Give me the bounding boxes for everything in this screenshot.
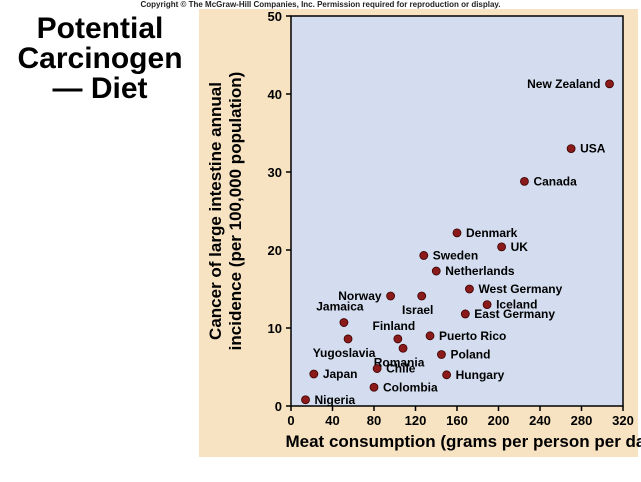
x-tick-label: 0 xyxy=(287,413,294,428)
y-tick-label: 30 xyxy=(268,165,282,180)
data-point-label: Israel xyxy=(402,303,433,317)
x-tick-label: 280 xyxy=(571,413,593,428)
data-point-label: Puerto Rico xyxy=(439,329,506,343)
data-point-label: Iceland xyxy=(496,298,537,312)
data-point-label: Japan xyxy=(323,367,358,381)
data-point xyxy=(460,309,470,319)
data-point xyxy=(372,364,382,373)
data-point xyxy=(482,300,492,310)
data-point-label: Poland xyxy=(450,348,490,362)
data-point xyxy=(343,334,353,344)
y-axis-label-line-2: incidence (per 100,000 population) xyxy=(226,72,245,351)
data-point-label: USA xyxy=(580,142,606,156)
copyright-notice: Copyright © The McGraw-Hill Companies, I… xyxy=(140,0,501,9)
data-point xyxy=(301,395,310,405)
data-point-label: Denmark xyxy=(466,226,518,240)
data-point xyxy=(419,251,429,260)
data-point xyxy=(417,291,427,301)
data-point xyxy=(309,369,319,379)
data-point xyxy=(442,370,452,380)
data-point xyxy=(566,144,576,154)
data-point xyxy=(452,228,462,238)
data-point-label: Jamaica xyxy=(316,300,364,314)
data-point-label: UK xyxy=(511,240,529,254)
data-point-label: Canada xyxy=(533,174,577,188)
x-axis-ticks: 0 40 80 120 160 200 240 280 320 xyxy=(287,406,634,428)
data-point xyxy=(386,291,396,301)
slide-title-line-1: Potential xyxy=(36,12,164,45)
x-tick-label: 320 xyxy=(612,413,634,428)
x-tick-label: 160 xyxy=(446,413,468,428)
data-point xyxy=(339,318,349,327)
data-point xyxy=(369,382,379,392)
data-point-label: Hungary xyxy=(456,368,505,382)
x-tick-label: 80 xyxy=(367,413,381,428)
y-axis-label-line-1: Cancer of large intestine annual xyxy=(206,82,225,340)
y-tick-label: 10 xyxy=(268,321,282,336)
x-tick-label: 120 xyxy=(405,413,427,428)
data-point-label: Norway xyxy=(338,289,382,303)
slide-title: Potential Carcinogen — Diet xyxy=(0,14,200,104)
data-point xyxy=(465,284,474,294)
y-tick-label: 40 xyxy=(268,87,282,102)
data-point xyxy=(497,242,507,252)
data-point xyxy=(520,176,529,186)
x-tick-label: 200 xyxy=(488,413,510,428)
data-point-label: Finland xyxy=(373,319,416,333)
data-point xyxy=(605,79,614,89)
x-tick-label: 40 xyxy=(325,413,339,428)
x-tick-label: 240 xyxy=(529,413,551,428)
data-point-label: Netherlands xyxy=(445,264,515,278)
data-point xyxy=(425,331,435,341)
data-point-label: New Zealand xyxy=(527,77,600,91)
data-point-label: Romania xyxy=(374,355,425,369)
data-point-label: Yugoslavia xyxy=(313,346,376,360)
data-point-label: Chile xyxy=(386,362,416,376)
data-point-label: Nigeria xyxy=(315,393,356,407)
y-tick-label: 20 xyxy=(268,243,282,258)
slide-title-line-2: Carcinogen xyxy=(17,42,183,75)
data-point xyxy=(398,343,408,353)
y-tick-label: 0 xyxy=(275,399,282,414)
data-point xyxy=(437,350,446,359)
data-point-label: East Germany xyxy=(474,307,555,321)
data-point-label: Sweden xyxy=(433,248,478,262)
data-point-label: Colombia xyxy=(383,380,438,394)
data-point xyxy=(431,266,441,276)
slide-title-line-3: — Diet xyxy=(52,72,148,105)
data-point-label: West Germany xyxy=(478,282,562,296)
x-axis-label: Meat consumption (grams per person per d… xyxy=(285,432,641,451)
y-tick-label: 50 xyxy=(268,9,282,24)
y-axis-ticks: 0 10 20 30 40 50 xyxy=(268,9,291,414)
data-point xyxy=(393,334,403,344)
